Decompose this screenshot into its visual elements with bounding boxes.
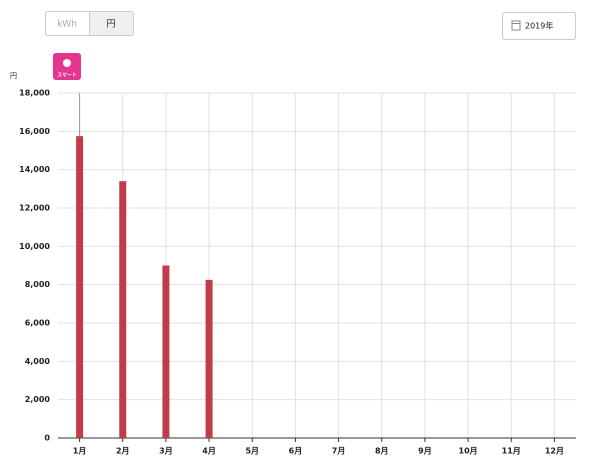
toggle-active xyxy=(89,12,133,35)
x-tick-label: 7月 xyxy=(332,447,346,456)
x-tick-label: 2月 xyxy=(116,447,130,456)
y-tick-label: 16,000 xyxy=(19,127,50,136)
unit-toggle[interactable]: kWh 円 xyxy=(45,11,134,36)
x-tick-label: 9月 xyxy=(418,447,432,456)
x-tick-label: 4月 xyxy=(202,447,216,456)
bar xyxy=(205,279,213,438)
y-tick-label: 14,000 xyxy=(19,165,50,174)
x-tick-label: 11月 xyxy=(502,447,521,456)
y-tick-label: 6,000 xyxy=(25,319,51,328)
plot: 0 2,000 4,000 6,000 8,000 10,000 12,000 14,000 1… xyxy=(19,89,576,456)
bar xyxy=(162,265,170,438)
y-tick-label: 4,000 xyxy=(25,357,51,366)
badge-label: スマート xyxy=(57,73,77,79)
calendar-icon xyxy=(511,20,521,31)
toggle-kwh[interactable]: kWh xyxy=(57,20,77,30)
x-tick-label: 10月 xyxy=(459,447,478,456)
x-tick-label: 6月 xyxy=(289,447,303,456)
toggle-yen[interactable]: 円 xyxy=(106,19,115,30)
bar xyxy=(119,181,127,438)
bulb-icon xyxy=(63,59,71,67)
x-tick-label: 3月 xyxy=(159,447,173,456)
year-button[interactable]: 2019年 xyxy=(502,12,576,40)
year-frame xyxy=(502,12,576,40)
y-tick-label: 10,000 xyxy=(19,242,50,251)
y-tick-label: 2,000 xyxy=(25,395,51,404)
y-tick-label: 18,000 xyxy=(19,89,50,98)
smart-badge: スマート xyxy=(53,53,81,80)
x-tick-label: 12月 xyxy=(545,447,564,456)
y-tick-label: 12,000 xyxy=(19,204,50,213)
x-tick-label: 5月 xyxy=(245,447,259,456)
year-label[interactable]: 2019年 xyxy=(525,21,553,31)
x-tick-label: 1月 xyxy=(73,447,87,456)
y-axis-unit: 円 xyxy=(10,72,17,80)
bar xyxy=(76,136,84,438)
y-tick-label: 8,000 xyxy=(25,280,51,289)
y-tick-label: 0 xyxy=(44,434,50,443)
x-tick-label: 8月 xyxy=(375,447,389,456)
